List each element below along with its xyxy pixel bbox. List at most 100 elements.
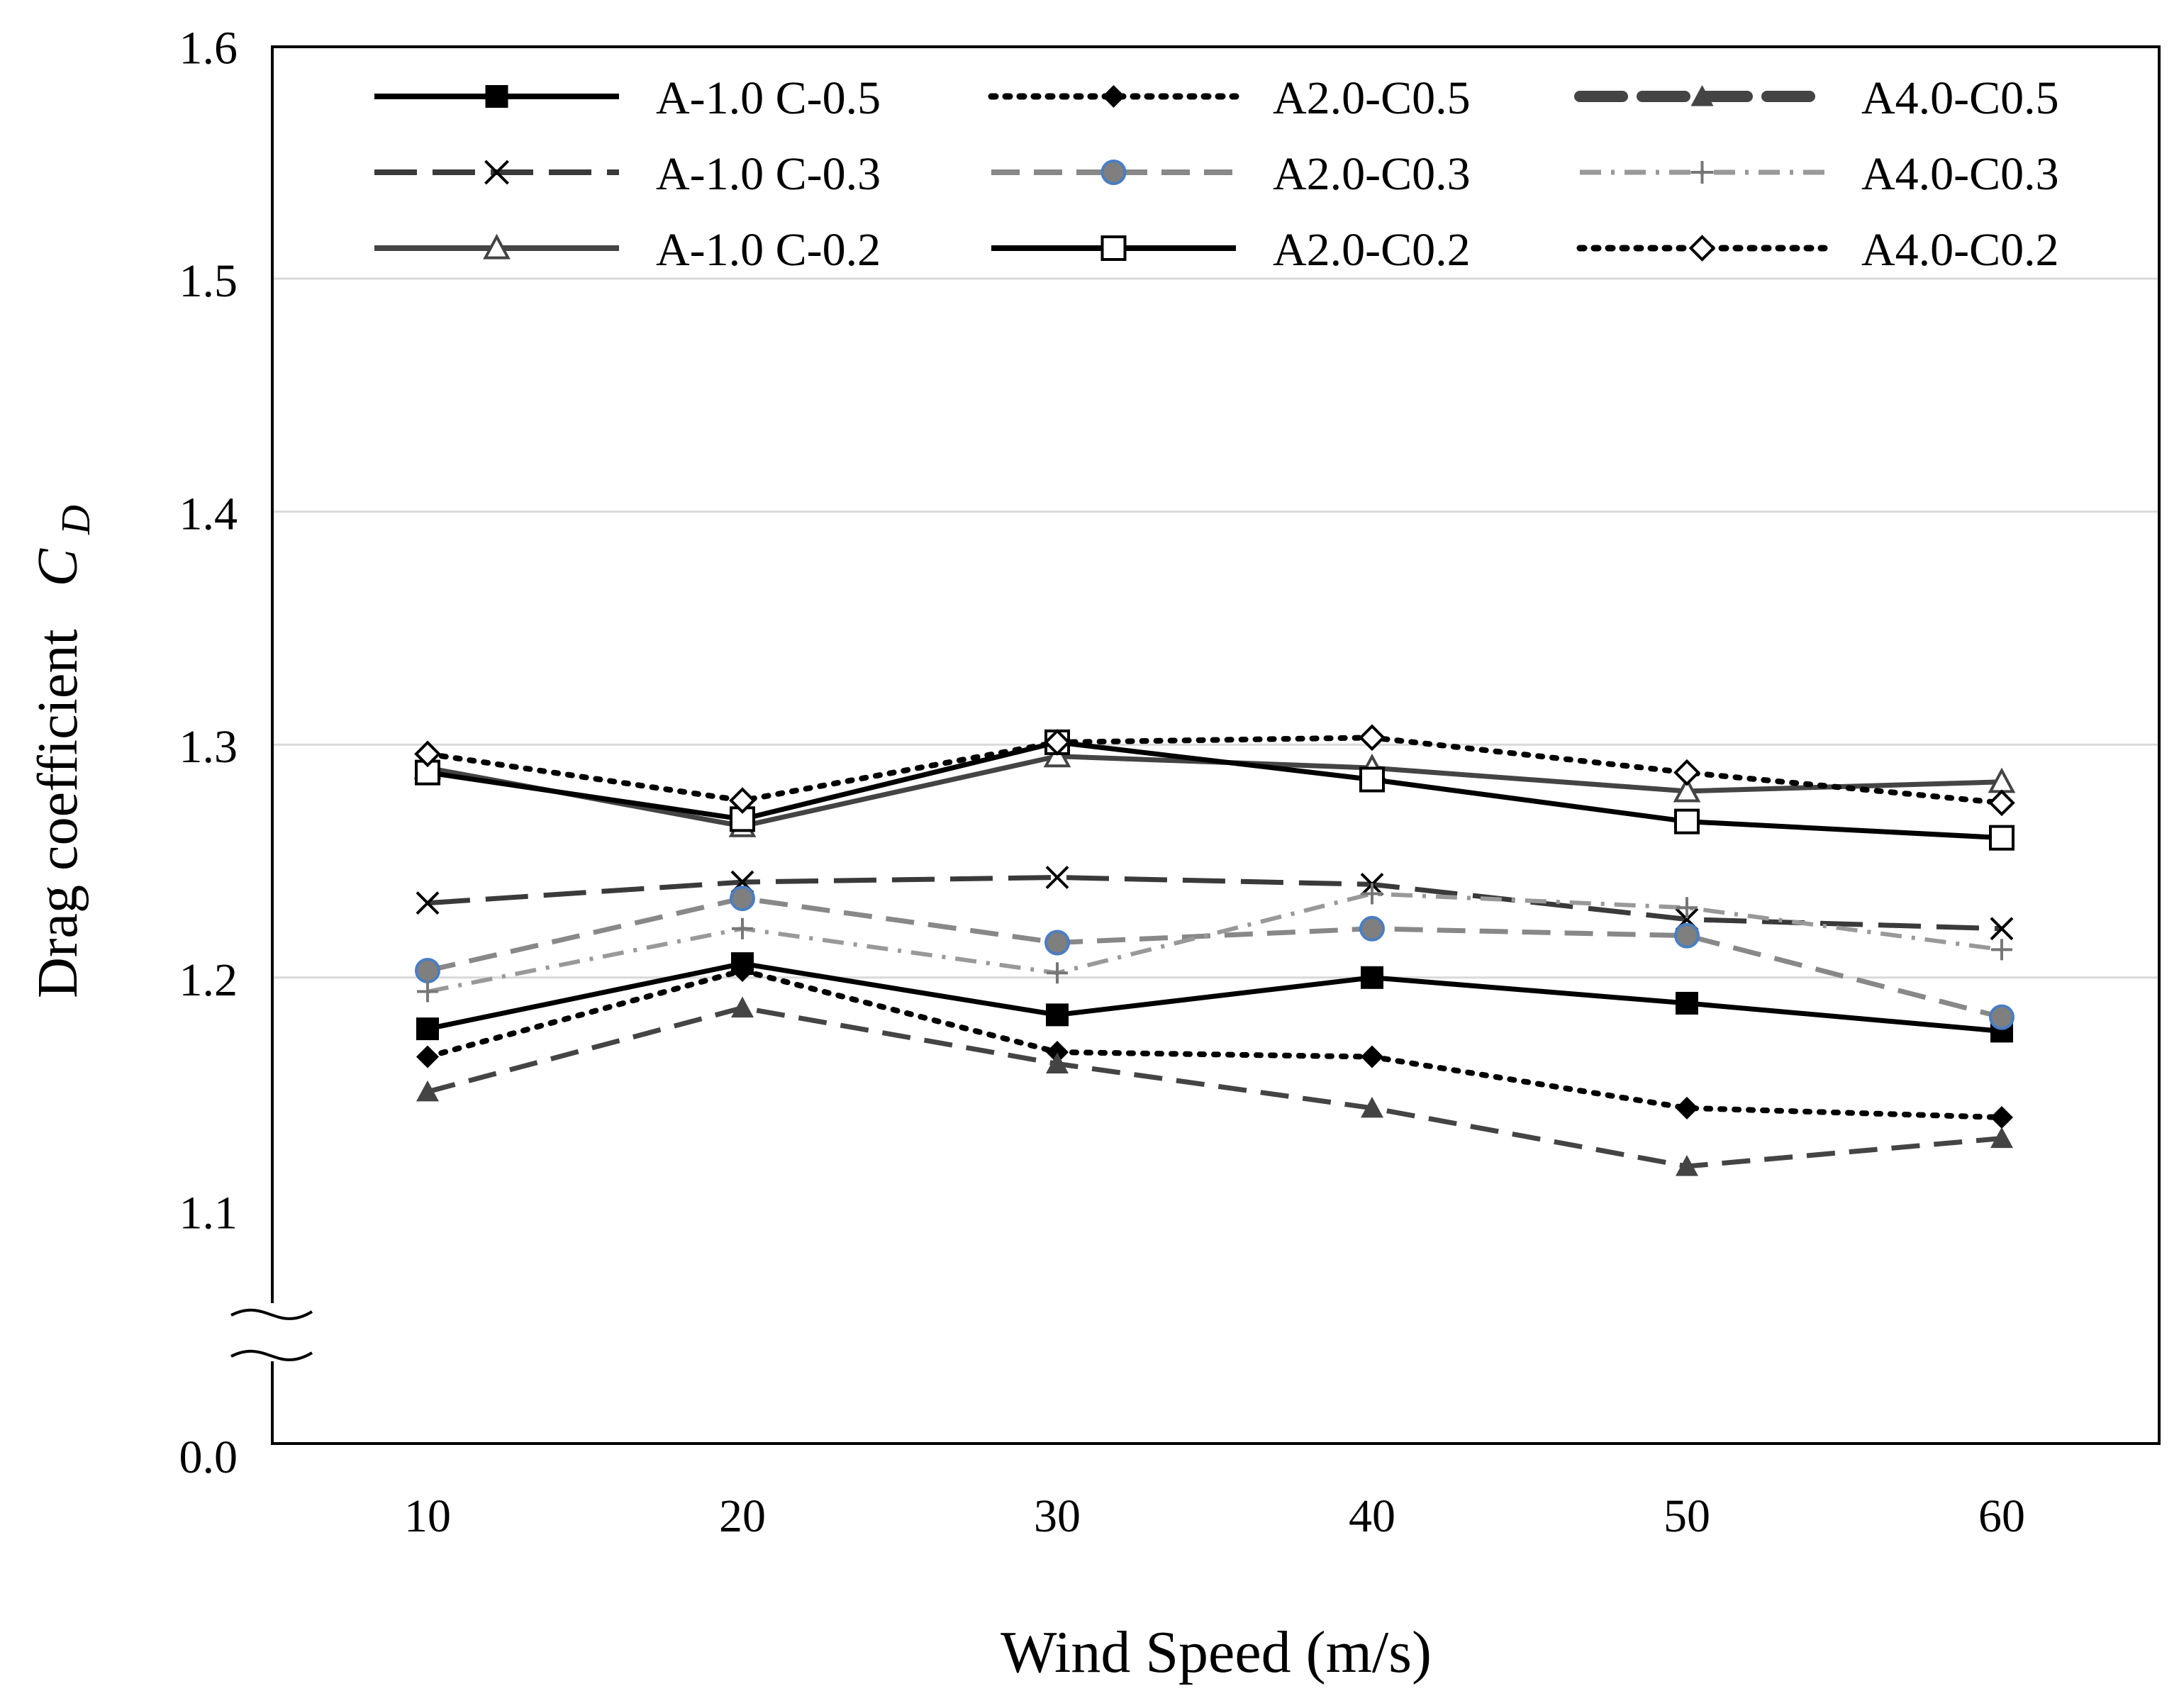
y-tick-label: 1.4 — [179, 489, 238, 540]
data-point — [1044, 729, 1071, 756]
y-tick-label: 0.0 — [179, 1431, 238, 1483]
data-point — [416, 1045, 439, 1068]
y-axis-label-main: Drag coefficient — [27, 629, 89, 998]
data-point — [416, 891, 440, 915]
x-tick-label: 40 — [1349, 1490, 1395, 1542]
legend-label: A2.0-C0.3 — [1273, 148, 1471, 200]
x-tick-label: 60 — [1978, 1490, 2025, 1542]
series-line — [427, 1005, 2002, 1169]
data-point — [1044, 930, 1070, 956]
legend-item: A4.0-C0.5 — [1574, 72, 2059, 124]
legend-marker — [1690, 161, 1714, 184]
series-line — [427, 739, 2002, 841]
series-line — [427, 895, 2002, 1020]
y-axis-label-symbol: C — [27, 547, 89, 586]
legend-marker — [1688, 235, 1716, 262]
data-point — [1046, 1052, 1069, 1073]
data-point — [1361, 1096, 1383, 1118]
series-a2-0-c0-3 — [415, 886, 2014, 1030]
legend-item: A2.0-C0.3 — [991, 148, 1471, 200]
data-point — [1045, 866, 1069, 889]
legend-label: A2.0-C0.5 — [1273, 72, 1471, 124]
data-point — [1989, 1004, 2014, 1030]
plot-frame — [271, 45, 2161, 1445]
data-point — [1046, 1040, 1069, 1064]
data-point — [730, 806, 755, 832]
data-point — [729, 787, 756, 814]
series-a-1-0-c-0-5 — [416, 952, 2013, 1043]
y-axis-label: Drag coefficient C D — [27, 505, 99, 998]
legend-marker — [1690, 85, 1714, 106]
series-a4-0-c0-2 — [414, 724, 2015, 817]
data-point — [1359, 915, 1385, 942]
legend-label: A4.0-C0.5 — [1861, 72, 2059, 124]
data-point — [1990, 917, 2014, 941]
legend-marker — [1100, 160, 1127, 185]
data-point — [416, 1080, 439, 1102]
y-tick-label: 1.2 — [179, 954, 238, 1006]
legend-marker — [1100, 235, 1127, 261]
legend-item: A-1.0 C-0.2 — [374, 224, 881, 276]
legend-label: A4.0-C0.2 — [1861, 224, 2059, 276]
x-tick-label: 30 — [1034, 1490, 1081, 1542]
data-point — [1676, 1154, 1698, 1176]
series-a2-0-c0-5 — [416, 959, 2013, 1129]
y-tick-label: 1.5 — [179, 255, 238, 307]
axes: 0.0 1.1 1.2 1.3 1.4 1.5 1.6 10 20 30 40 50 60 — [179, 22, 2161, 1542]
data-point — [1674, 808, 1700, 835]
data-point — [1047, 962, 1068, 984]
x-tick-label: 50 — [1663, 1490, 1710, 1542]
x-tick-label: 10 — [404, 1490, 451, 1542]
data-point — [1046, 1003, 1069, 1027]
data-point — [1990, 1105, 2013, 1129]
y-axis-label-subscript: D — [52, 505, 99, 535]
gridlines — [272, 277, 2159, 979]
data-point — [416, 1017, 439, 1041]
data-point — [1676, 1096, 1698, 1120]
series-layer — [413, 724, 2016, 1176]
series-line — [427, 875, 2002, 932]
legend-item: A2.0-C0.2 — [991, 224, 1471, 276]
data-point — [417, 981, 438, 1003]
legend-item: A4.0-C0.3 — [1580, 148, 2059, 200]
data-point — [1673, 759, 1700, 786]
y-tick-label: 1.1 — [179, 1187, 238, 1239]
series-line — [425, 967, 2005, 1120]
legend-marker — [484, 160, 509, 185]
data-point — [1676, 897, 1698, 919]
data-point — [414, 740, 441, 768]
legend: A-1.0 C-0.5 A-1.0 C-0.3 A-1.0 C-0.2 A2.0-C0… — [374, 72, 2059, 276]
series-a4-0-c0-3 — [417, 883, 2012, 1003]
data-point — [1988, 789, 2015, 817]
data-point — [1359, 766, 1385, 793]
data-point — [415, 957, 440, 983]
data-point — [1991, 939, 2012, 961]
x-axis-label: Wind Speed (m/s) — [1001, 1619, 1432, 1685]
x-tick-label: 20 — [719, 1490, 766, 1542]
legend-label: A-1.0 C-0.2 — [656, 224, 881, 276]
series-line — [427, 961, 2002, 1034]
legend-label: A4.0-C0.3 — [1861, 148, 2059, 200]
legend-marker — [485, 85, 508, 108]
data-point — [1989, 825, 2014, 851]
legend-marker — [483, 233, 511, 259]
data-point — [1359, 724, 1386, 752]
legend-label: A2.0-C0.2 — [1273, 224, 1471, 276]
legend-item: A2.0-C0.5 — [988, 72, 1471, 124]
y-tick-label: 1.6 — [179, 22, 238, 74]
data-point — [1361, 966, 1383, 989]
data-point — [1990, 1127, 2013, 1149]
legend-label: A-1.0 C-0.5 — [656, 72, 881, 124]
data-point — [732, 917, 753, 939]
legend-item: A-1.0 C-0.5 — [374, 72, 881, 124]
axis-break — [230, 1303, 313, 1361]
data-point — [1674, 922, 1700, 949]
data-point — [1361, 883, 1383, 905]
legend-item: A4.0-C0.2 — [1576, 224, 2059, 276]
series-a4-0-c0-5 — [416, 996, 2013, 1176]
data-point — [731, 959, 754, 982]
legend-marker — [1102, 85, 1125, 108]
data-point — [730, 886, 755, 912]
